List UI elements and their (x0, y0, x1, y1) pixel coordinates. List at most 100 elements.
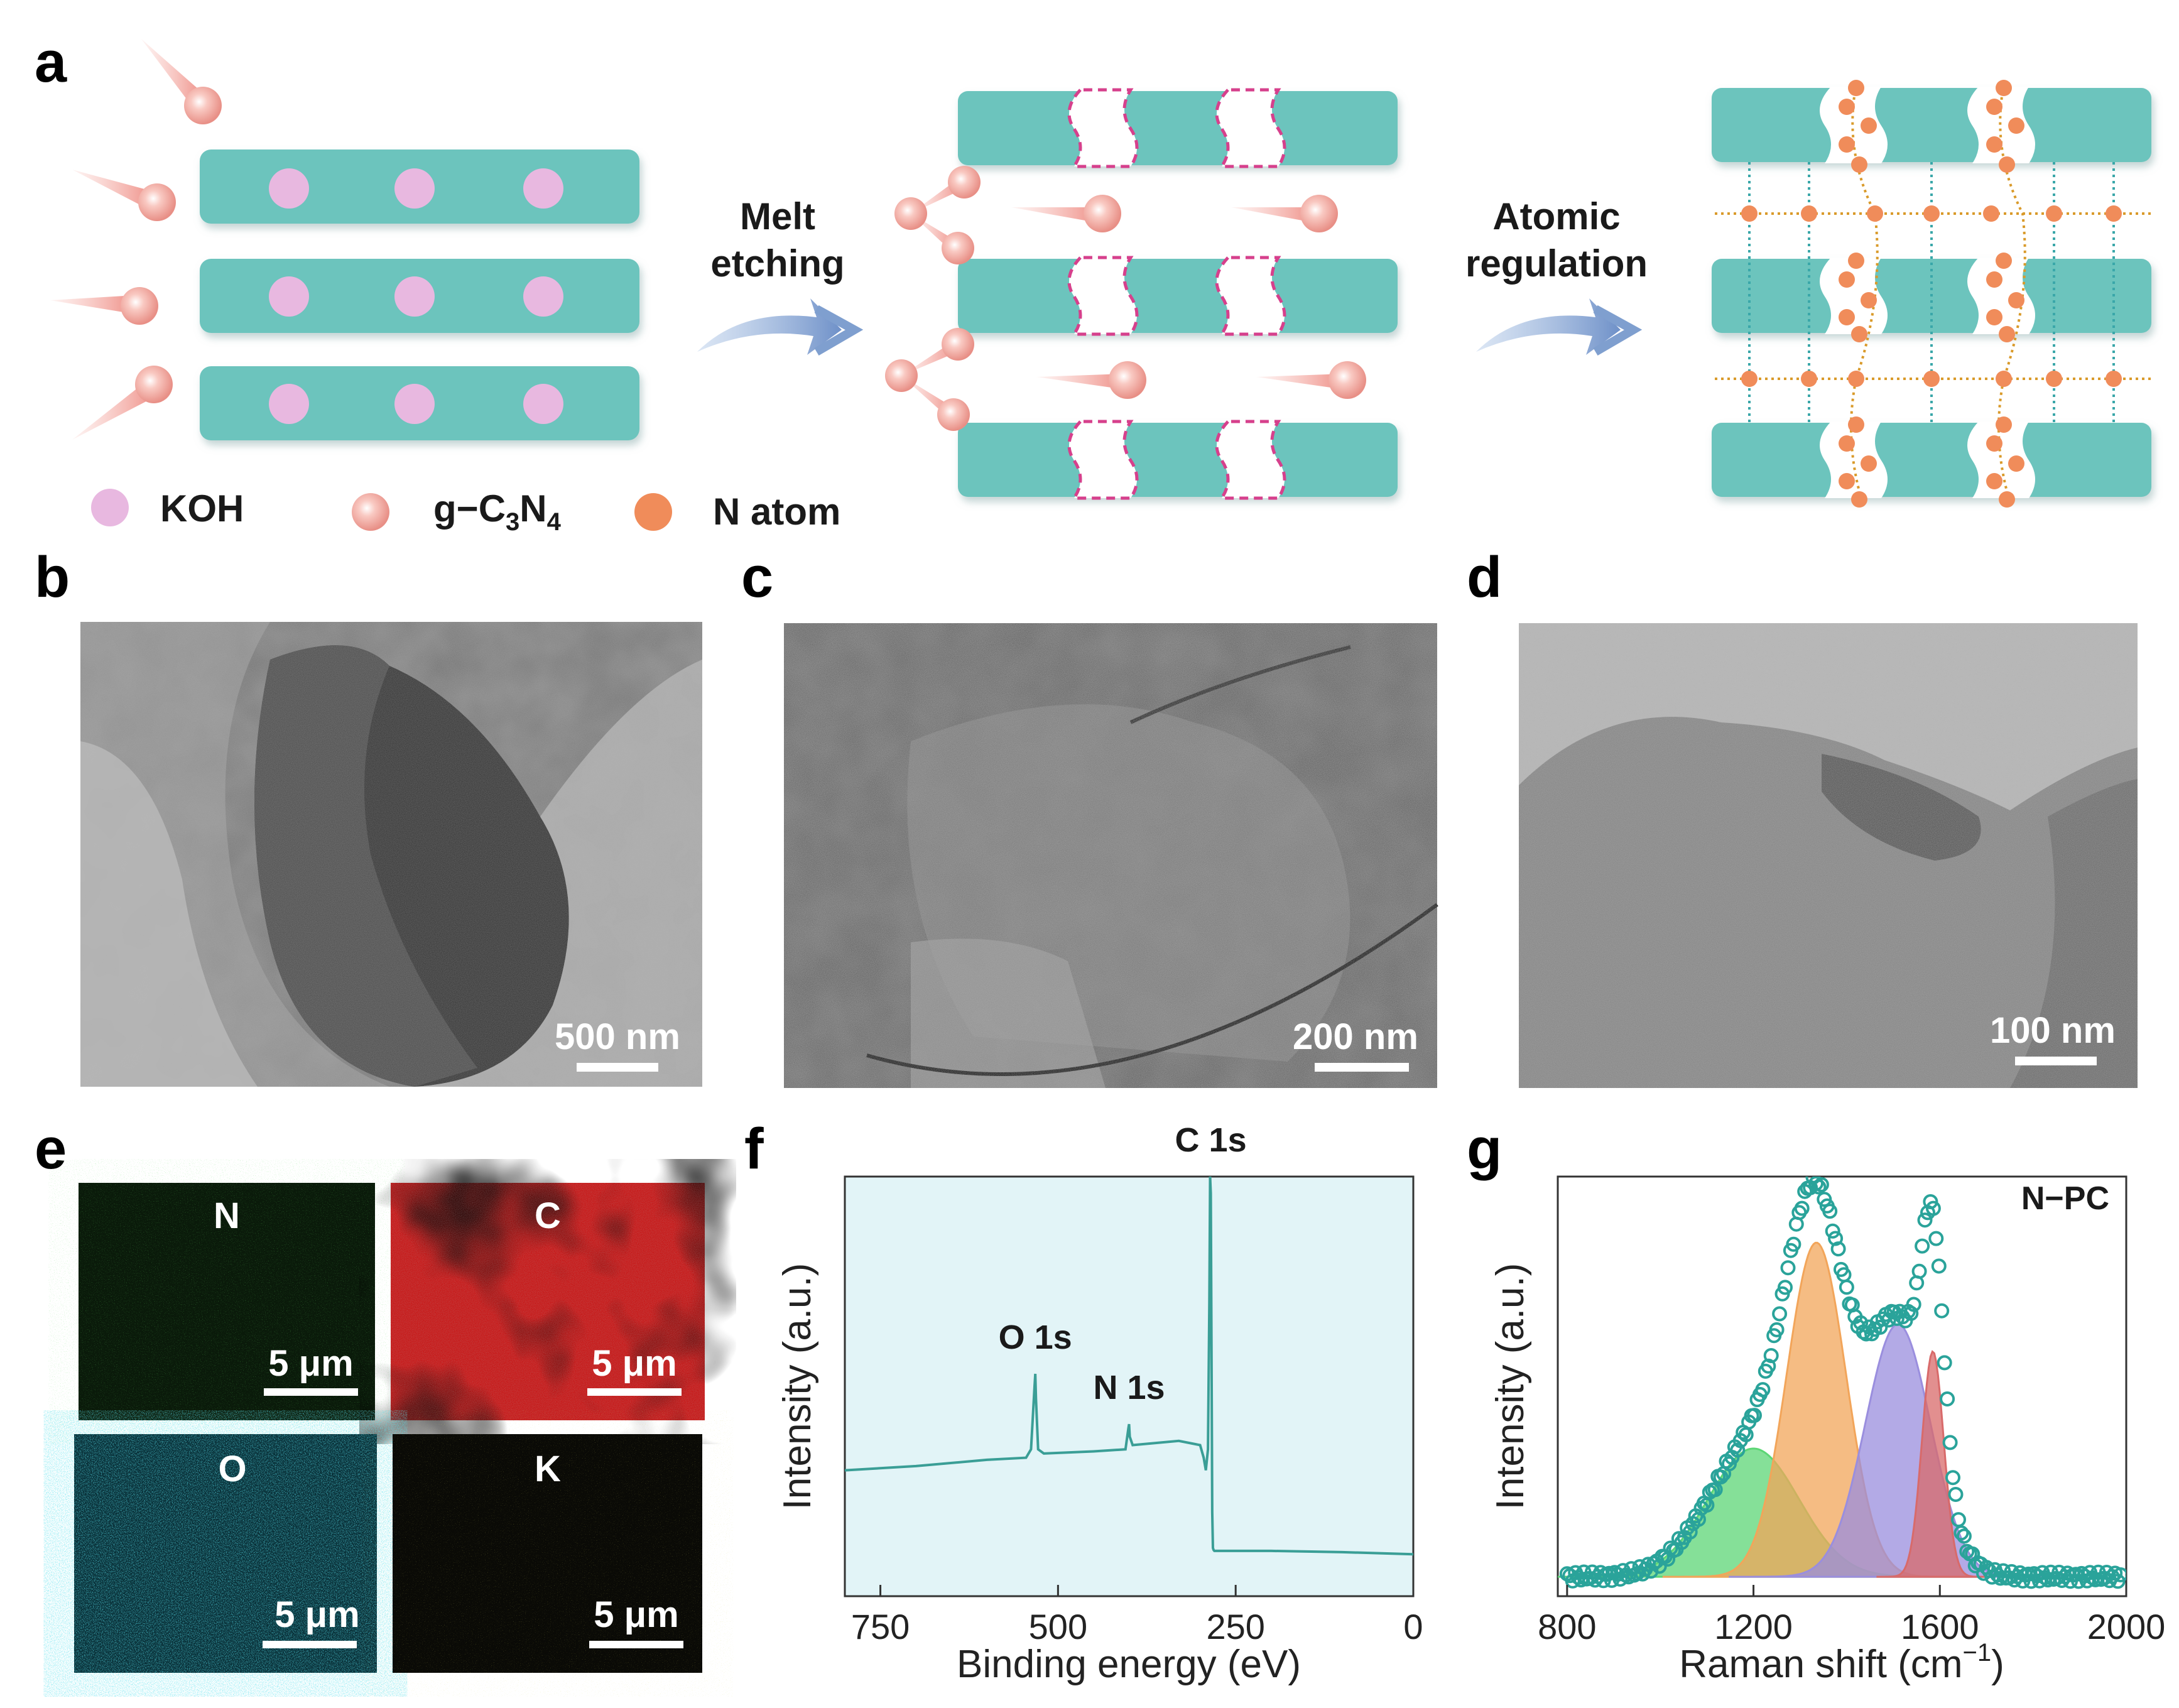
raman-data-point (1937, 1355, 1952, 1371)
raman-data-point (1953, 1525, 1969, 1541)
raman-data-point (2021, 1566, 2036, 1582)
raman-data-point (1940, 1391, 1955, 1406)
raman-data-point (1828, 1231, 1844, 1246)
natom-legend-label: N atom (713, 491, 840, 533)
raman-data-point (1755, 1382, 1771, 1398)
raman-data-point (2113, 1567, 2126, 1582)
raman-data-point (1839, 1280, 1854, 1295)
panel-label-f: f (744, 1117, 764, 1181)
raman-data-point (1956, 1528, 1972, 1544)
gcn-legend-label: g−C3N4 (433, 487, 562, 536)
regulated-sheet (1712, 88, 2151, 162)
xps-peak-label: C 1s (1175, 1121, 1247, 1159)
raman-data-point (1942, 1435, 1958, 1450)
xps-peak-label: O 1s (999, 1319, 1072, 1356)
etch-gap (1215, 420, 1286, 500)
xps-spectrum-line (845, 1177, 1413, 1556)
etch-gap (1067, 420, 1139, 500)
panel-label-b: b (35, 545, 70, 609)
raman-data-point (1951, 1512, 1966, 1528)
raman-data-point (1822, 1204, 1838, 1219)
raman-data-point (1780, 1260, 1796, 1276)
eds-maps-panel-e: N 5 μm C 5 μm O 5 μm K 5 μm (74, 1183, 705, 1673)
tem-image-panel-d: 100 nm (1519, 623, 2138, 1088)
gcn-comet (50, 287, 158, 325)
scale-bar-d (2015, 1057, 2097, 1065)
eds-scale-bar (264, 1388, 358, 1396)
raman-data-point (1992, 1570, 2008, 1586)
raman-data-point (1573, 1572, 1589, 1588)
xps-peak-annotations: C 1s O 1s N 1s (999, 1121, 1247, 1406)
scale-bar-b (577, 1063, 658, 1072)
etched-sheet (958, 423, 1398, 497)
raman-data-point (1786, 1236, 1801, 1252)
xps-x-tick-label: 250 (1206, 1607, 1264, 1646)
scale-bar-c (1315, 1063, 1409, 1072)
eds-scale-label: 5 μm (268, 1343, 353, 1384)
gcn-comet (72, 366, 173, 440)
xps-peak-label: N 1s (1093, 1369, 1165, 1406)
raman-x-ticks: 800 1200 1600 2000 (1538, 1585, 2165, 1646)
xps-x-tick-label: 750 (851, 1607, 910, 1646)
step1-label-line1: Melt (740, 195, 815, 237)
raman-data-point (1906, 1297, 1921, 1312)
xps-x-axis-label: Binding energy (eV) (957, 1643, 1301, 1686)
scale-bar-label-c: 200 nm (1293, 1016, 1418, 1057)
koh-dot (269, 276, 309, 317)
raman-data-point (1934, 1303, 1950, 1319)
sem-image-panel-b: 500 nm (80, 622, 702, 1087)
raman-data-point (2068, 1567, 2084, 1582)
etch-gap (1067, 88, 1139, 168)
natom-legend-swatch (634, 493, 672, 531)
koh-dot (523, 276, 563, 317)
raman-data-point (1794, 1200, 1810, 1216)
step2-label-line2: regulation (1465, 242, 1648, 285)
eds-scale-label: 5 μm (274, 1594, 359, 1635)
etch-gap (1215, 256, 1286, 336)
raman-data-point (1830, 1241, 1846, 1257)
stage3-network (1712, 80, 2155, 508)
raman-data-point (1813, 1177, 1829, 1192)
gcn-comet (72, 170, 176, 221)
regulated-sheet (1712, 423, 2151, 497)
eds-scale-bar (263, 1641, 357, 1648)
koh-dot (394, 276, 435, 317)
xps-plot-area (844, 1175, 1415, 1597)
scale-bar-label-b: 500 nm (555, 1016, 680, 1057)
raman-data-point (1903, 1305, 1919, 1321)
raman-x-tick-label: 1600 (1901, 1607, 1979, 1646)
koh-dot (394, 168, 435, 209)
koh-dot (523, 168, 563, 209)
process-arrow-1: Melt etching (697, 195, 864, 356)
eds-element-label: C (535, 1195, 561, 1236)
stage1-koh-dots (269, 168, 563, 424)
raman-data-point (2040, 1572, 2056, 1588)
raman-data-point (1772, 1306, 1788, 1322)
raman-data-point (1808, 1177, 1823, 1191)
gcn-legend-swatch (352, 493, 389, 531)
eds-scale-label: 5 μm (594, 1594, 678, 1635)
raman-data-point (1713, 1469, 1729, 1485)
eds-scale-bar (589, 1641, 683, 1648)
raman-data-point (2088, 1572, 2103, 1587)
eds-map-n: N 5 μm (79, 1183, 375, 1420)
raman-data-point (1682, 1524, 1698, 1540)
panel-label-a: a (35, 30, 67, 94)
stage1-gcn-comets (50, 39, 222, 440)
raman-data-point (1917, 1212, 1933, 1228)
eds-map-k: K 5 μm (393, 1434, 702, 1673)
panel-label-g: g (1467, 1117, 1502, 1181)
panel-label-c: c (741, 545, 773, 609)
raman-x-axis-label: Raman shift (cm−1) (1679, 1639, 2004, 1686)
gcn-comet (141, 39, 222, 124)
xps-x-tick-label: 500 (1029, 1607, 1087, 1646)
scale-bar-label-d: 100 nm (1990, 1010, 2116, 1051)
koh-dot (269, 168, 309, 209)
koh-dot (269, 384, 309, 424)
gcn-comet (1256, 361, 1366, 399)
gcn-cluster (894, 166, 981, 264)
raman-x-tick-label: 1200 (1714, 1607, 1793, 1646)
raman-data-point (1925, 1200, 1941, 1216)
xps-x-ticks: 750 500 250 0 (851, 1585, 1423, 1646)
